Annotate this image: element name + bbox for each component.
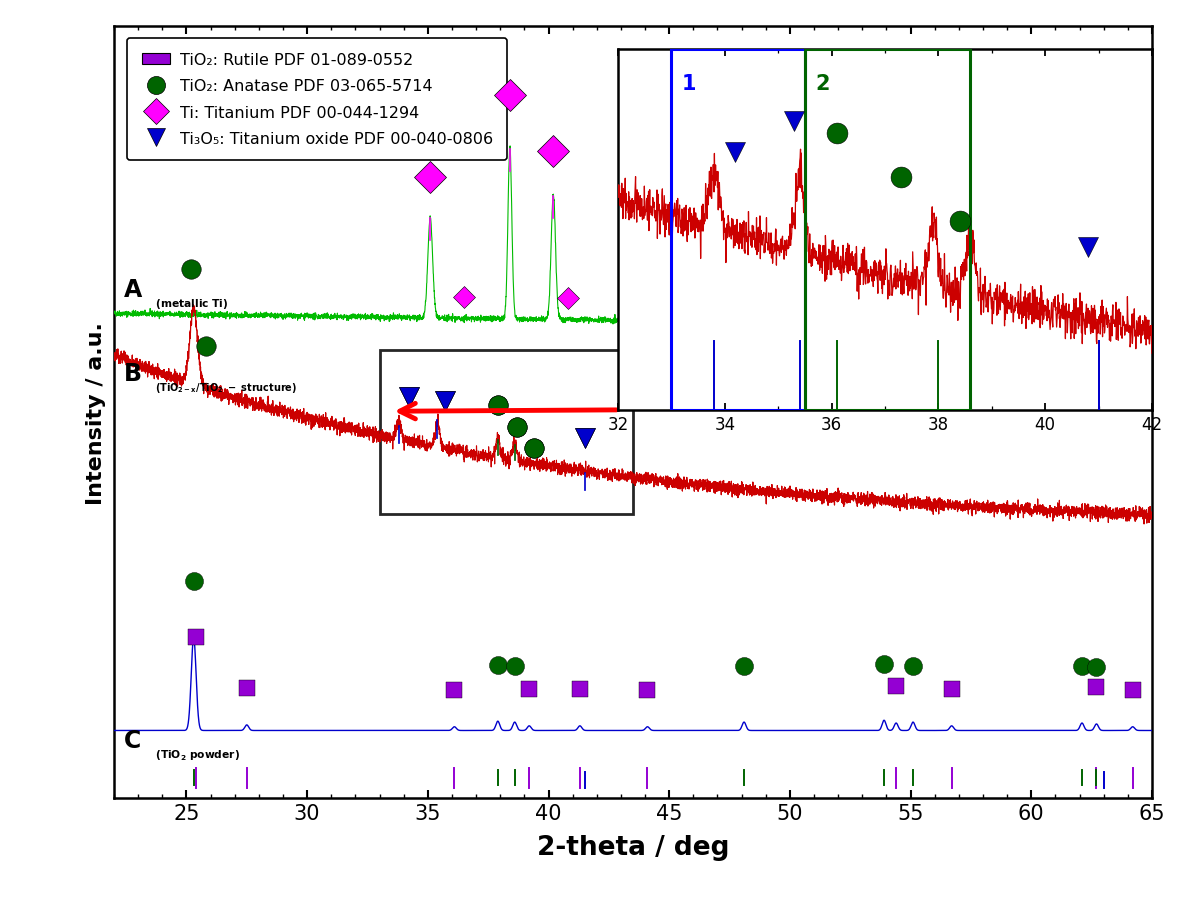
Legend: TiO₂: Rutile PDF 01-089-0552, TiO₂: Anatase PDF 03-065-5714, Ti: Titanium PDF 00: TiO₂: Rutile PDF 01-089-0552, TiO₂: Anat… <box>127 39 508 161</box>
Bar <box>379 351 634 514</box>
Text: A: A <box>124 278 142 301</box>
Text: $\mathbf{_{(TiO_{2-x}/TiO_2\ -\ structure)}}$: $\mathbf{_{(TiO_{2-x}/TiO_2\ -\ structur… <box>155 381 298 395</box>
Y-axis label: Intensity / a.u.: Intensity / a.u. <box>85 321 106 504</box>
X-axis label: 2-theta / deg: 2-theta / deg <box>536 834 730 861</box>
Text: 2: 2 <box>816 74 830 95</box>
Bar <box>672 50 805 410</box>
Text: $\mathbf{_{(TiO_2\ powder)}}$: $\mathbf{_{(TiO_2\ powder)}}$ <box>155 747 240 761</box>
Text: C: C <box>124 728 140 751</box>
Text: 1: 1 <box>682 74 696 95</box>
Text: B: B <box>124 362 142 385</box>
Bar <box>805 50 971 410</box>
Text: $\mathbf{_{(metallic\ Ti)}}$: $\mathbf{_{(metallic\ Ti)}}$ <box>155 297 228 311</box>
